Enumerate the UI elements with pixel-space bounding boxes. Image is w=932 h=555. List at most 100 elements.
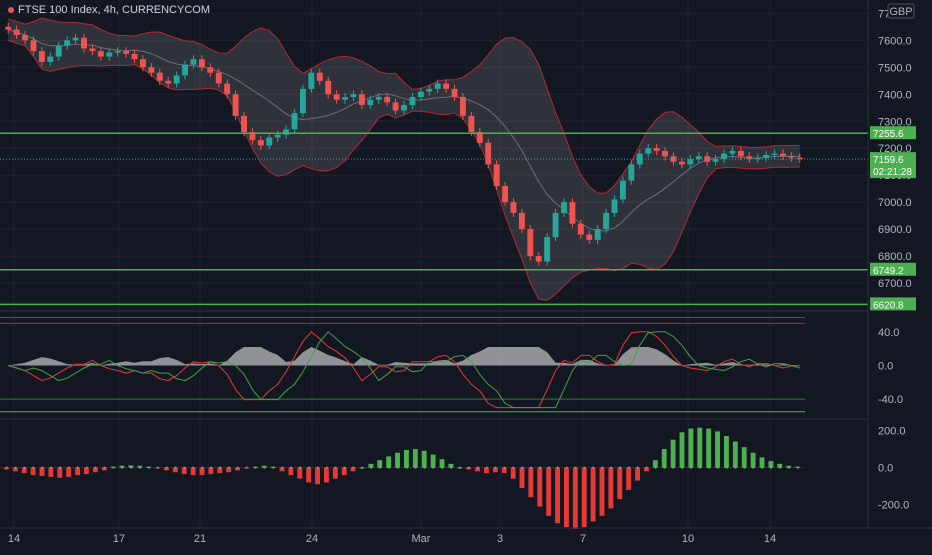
histogram-bar[interactable] [48, 467, 54, 477]
histogram-bar[interactable] [732, 441, 738, 468]
histogram-bar[interactable] [92, 467, 98, 473]
price-pane[interactable] [0, 17, 868, 306]
candle-body[interactable] [123, 51, 130, 54]
histogram-bar[interactable] [670, 439, 676, 468]
histogram-bar[interactable] [368, 463, 374, 468]
histogram-bar[interactable] [75, 467, 80, 475]
candle-body[interactable] [611, 199, 618, 213]
histogram-bar[interactable] [404, 449, 409, 468]
candle-body[interactable] [64, 40, 71, 46]
histogram-bar[interactable] [217, 467, 223, 474]
histogram-bar[interactable] [608, 467, 614, 509]
candle-body[interactable] [300, 88, 306, 114]
histogram-bar[interactable] [617, 467, 623, 500]
candle-body[interactable] [106, 52, 113, 57]
histogram-bar[interactable] [332, 467, 338, 479]
candle-body[interactable] [645, 148, 652, 154]
histogram-bar[interactable] [324, 467, 329, 483]
histogram-bar[interactable] [697, 427, 703, 468]
histogram-bar[interactable] [377, 460, 383, 468]
candle-body[interactable] [687, 159, 694, 165]
histogram-bar[interactable] [128, 465, 134, 468]
chart-title[interactable]: FTSE 100 Index, 4h, CURRENCYCOM [8, 4, 210, 16]
histogram-bar[interactable] [537, 467, 543, 507]
candle-body[interactable] [30, 40, 37, 52]
histogram-bar[interactable] [635, 467, 640, 481]
histogram-bar[interactable] [688, 428, 694, 468]
candle-body[interactable] [510, 202, 517, 213]
histogram-bar[interactable] [226, 467, 232, 473]
candle-body[interactable] [780, 153, 786, 157]
candle-body[interactable] [198, 59, 205, 68]
candle-body[interactable] [712, 159, 719, 162]
histogram-bar[interactable] [724, 436, 729, 468]
candle-body[interactable] [367, 99, 374, 106]
candle-body[interactable] [232, 94, 239, 116]
histogram-bar[interactable] [555, 467, 560, 524]
histogram-bar[interactable] [741, 447, 747, 468]
histogram-bar[interactable] [626, 467, 632, 490]
candle-body[interactable] [215, 72, 222, 84]
candle-body[interactable] [81, 37, 87, 49]
histogram-bar[interactable] [421, 450, 427, 468]
candle-body[interactable] [350, 94, 357, 97]
candle-body[interactable] [266, 137, 273, 146]
histogram-bar[interactable] [501, 467, 507, 474]
candle-body[interactable] [72, 37, 79, 41]
candle-body[interactable] [754, 157, 761, 159]
histogram-bar[interactable] [759, 457, 765, 468]
candle-body[interactable] [392, 102, 399, 111]
histogram-bar[interactable] [546, 467, 552, 516]
candle-body[interactable] [342, 96, 348, 100]
histogram-bar[interactable] [315, 467, 320, 485]
candle-body[interactable] [89, 48, 96, 52]
histogram-bar[interactable] [164, 467, 169, 471]
histogram-bar[interactable] [199, 467, 205, 475]
candle-body[interactable] [241, 115, 247, 133]
histogram-bar[interactable] [679, 432, 685, 468]
candle-body[interactable] [47, 56, 54, 62]
histogram-bar[interactable] [288, 467, 294, 475]
candle-body[interactable] [594, 229, 601, 240]
candle-body[interactable] [678, 161, 685, 165]
candle-body[interactable] [771, 153, 778, 155]
candle-body[interactable] [434, 83, 441, 89]
histogram-bar[interactable] [768, 461, 774, 468]
candle-body[interactable] [577, 223, 584, 235]
candle-body[interactable] [493, 164, 500, 186]
histogram-bar[interactable] [581, 467, 587, 527]
candle-body[interactable] [114, 51, 121, 53]
histogram-bar[interactable] [235, 467, 240, 471]
candle-body[interactable] [165, 80, 172, 84]
candle-body[interactable] [140, 59, 146, 68]
candle-body[interactable] [325, 80, 332, 95]
candle-body[interactable] [653, 148, 660, 151]
histogram-bar[interactable] [715, 431, 720, 468]
histogram-bar[interactable] [297, 467, 303, 479]
candle-body[interactable] [249, 132, 256, 141]
candle-body[interactable] [283, 129, 290, 135]
candle-body[interactable] [620, 180, 626, 200]
candle-body[interactable] [485, 142, 492, 165]
candle-body[interactable] [443, 83, 450, 89]
histogram-bar[interactable] [190, 467, 196, 475]
candle-body[interactable] [502, 185, 508, 203]
candle-body[interactable] [409, 96, 416, 106]
candle-body[interactable] [156, 72, 163, 81]
histogram-bar[interactable] [706, 428, 712, 468]
candle-body[interactable] [426, 88, 433, 92]
candle-body[interactable] [384, 96, 391, 103]
histogram-bar[interactable] [519, 467, 525, 488]
histogram-bar[interactable] [777, 463, 783, 468]
histogram-bar[interactable] [66, 467, 72, 477]
histogram-bar[interactable] [279, 467, 285, 472]
histogram-bar[interactable] [652, 460, 658, 468]
candle-body[interactable] [695, 156, 702, 159]
candle-body[interactable] [460, 96, 466, 116]
candle-body[interactable] [662, 150, 668, 157]
candle-body[interactable] [763, 154, 770, 158]
histogram-bar[interactable] [510, 467, 516, 479]
candle-body[interactable] [544, 237, 551, 262]
histogram-bar[interactable] [12, 467, 18, 472]
histogram-bar[interactable] [84, 467, 89, 475]
